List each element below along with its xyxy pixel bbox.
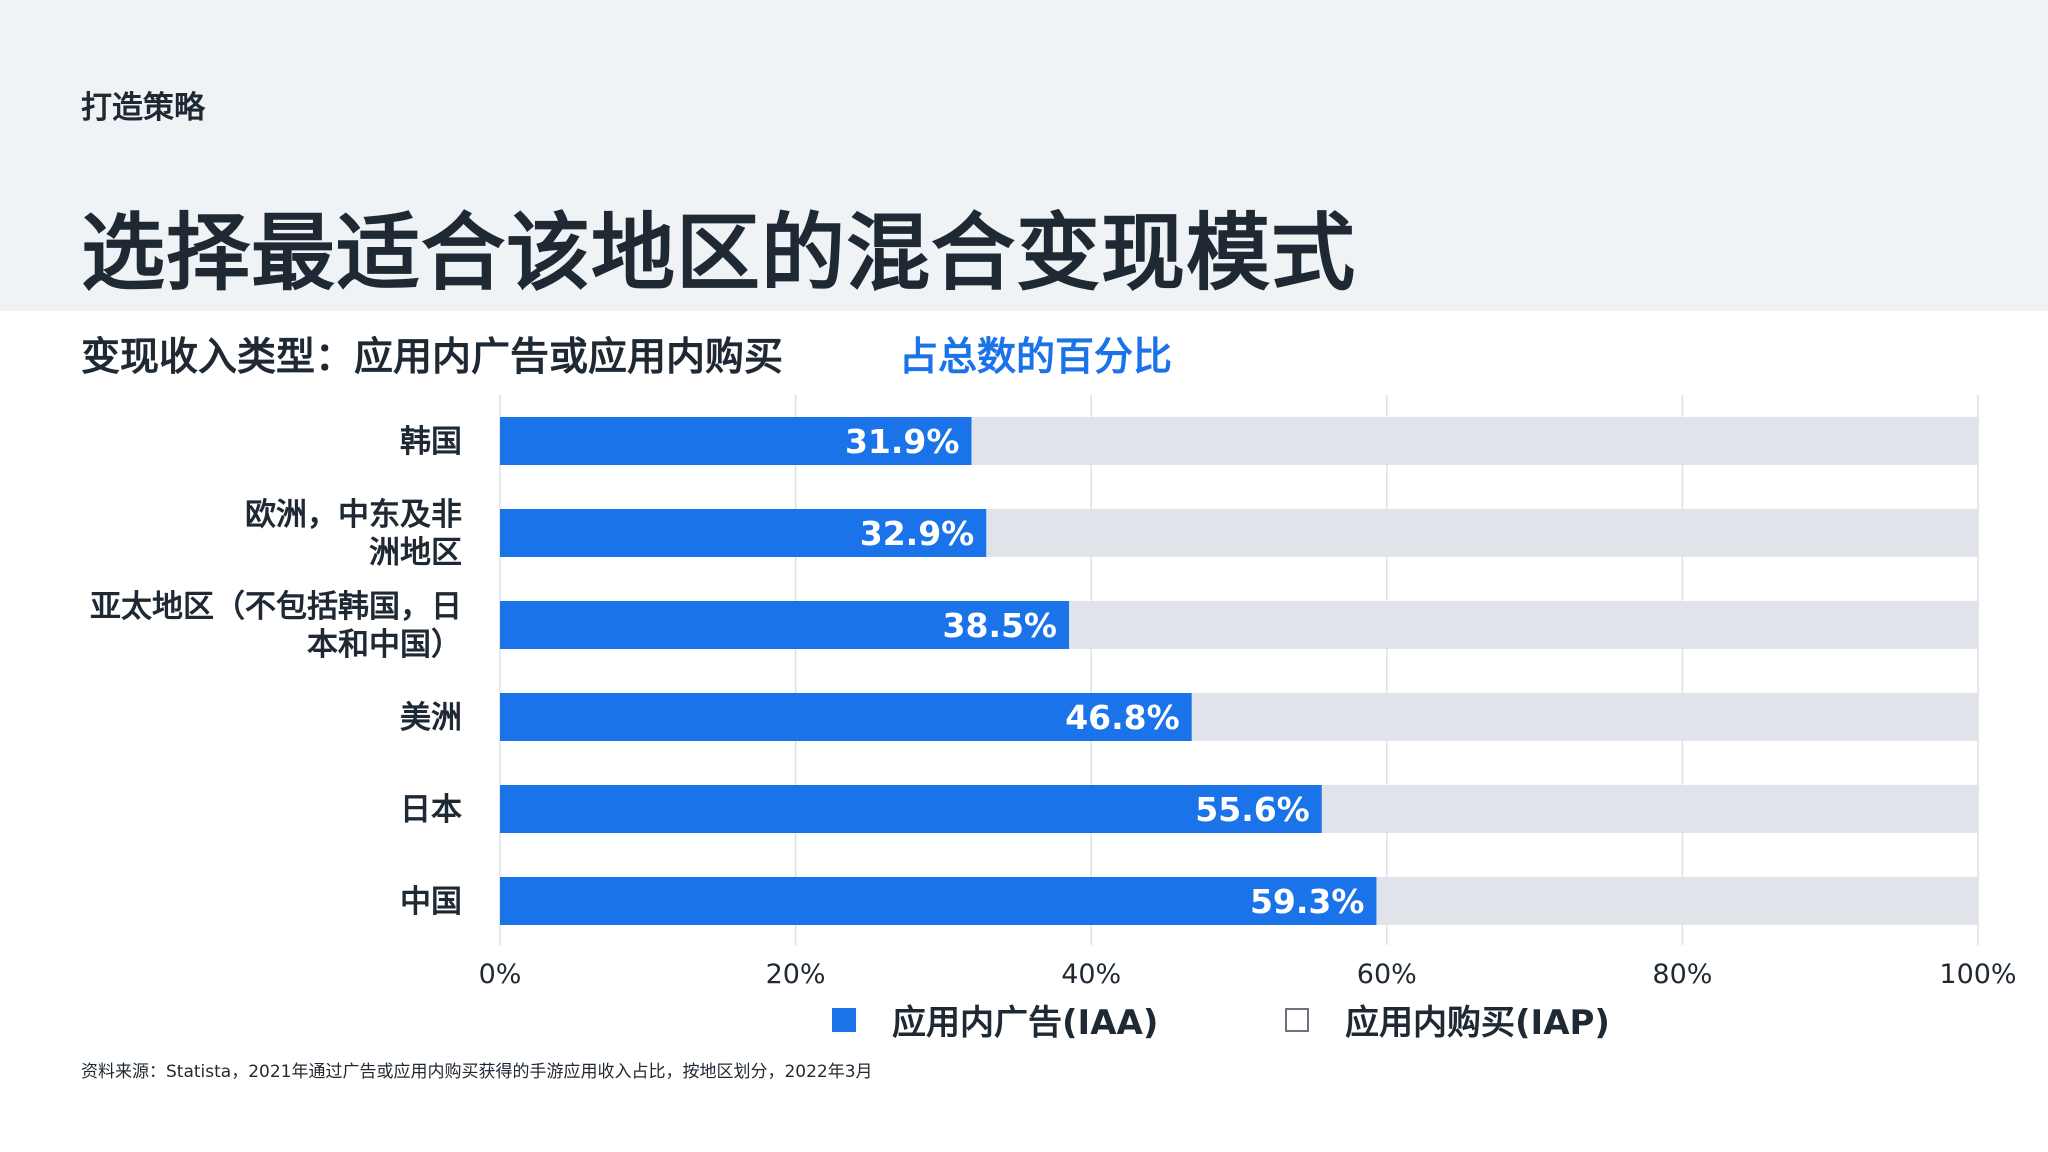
category-label: 欧洲，中东及非 [245,497,462,533]
category-label: 美洲 [400,700,462,736]
bar-data-label: 55.6% [1195,790,1310,829]
chart-subtitle-accent: 占总数的百分比 [899,335,1173,380]
bar-iap [1069,601,1978,649]
chart-legend: 应用内广告(IAA) 应用内购买(IAP) [0,995,2048,1045]
category-label: 中国 [400,884,462,920]
eyebrow-label: 打造策略 [81,90,205,126]
category-label: 韩国 [400,424,462,460]
bar-data-label: 38.5% [943,606,1058,645]
legend-item-iap: 应用内购买(IAP) [1285,995,1610,1044]
x-tick-label: 100% [1939,959,2016,990]
x-tick-label: 80% [1652,959,1712,990]
bar-iap [1321,785,1978,833]
bar-iaa [500,785,1322,833]
chart-subtitle: 变现收入类型：应用内广告或应用内购买 [81,335,784,380]
x-tick-label: 40% [1061,959,1121,990]
bar-iap [986,509,1978,557]
bar-iaa [500,877,1377,925]
stacked-bar-chart: 0% 20% 40% 60% 80% 100% 31.9% 韩国 32.9% 欧洲，中东及非洲地区… [90,395,2017,990]
bar-data-label: 46.8% [1065,698,1180,737]
bar-data-label: 32.9% [860,514,975,553]
legend-swatch-iap [1285,1007,1309,1032]
legend-swatch-iaa [832,1007,856,1032]
legend-item-iaa: 应用内广告(IAA) [832,995,1158,1044]
page-title: 选择最适合该地区的混合变现模式 [81,204,1357,302]
bar-iap [971,417,1978,465]
category-label: 洲地区 [369,535,462,571]
category-label: 本和中国） [307,627,462,663]
bar-iaa [500,601,1070,649]
bar-iap [1191,693,1978,741]
bar-iaa [500,509,987,557]
category-label: 日本 [400,792,462,828]
legend-label-iaa: 应用内广告(IAA) [892,1003,1159,1043]
bar-data-label: 59.3% [1250,882,1365,921]
bar-iaa [500,693,1192,741]
x-tick-label: 20% [766,959,826,990]
category-label: 亚太地区（不包括韩国，日 [90,589,462,625]
source-note: 资料来源：Statista，2021年通过广告或应用内购买获得的手游应用收入占比… [81,1062,873,1082]
bar-iaa [500,417,972,465]
bar-data-label: 31.9% [845,422,960,461]
x-tick-label: 0% [479,959,522,990]
bar-iap [1376,877,1978,925]
x-tick-label: 60% [1357,959,1417,990]
header-band [0,0,2048,311]
legend-label-iap: 应用内购买(IAP) [1345,1003,1610,1043]
